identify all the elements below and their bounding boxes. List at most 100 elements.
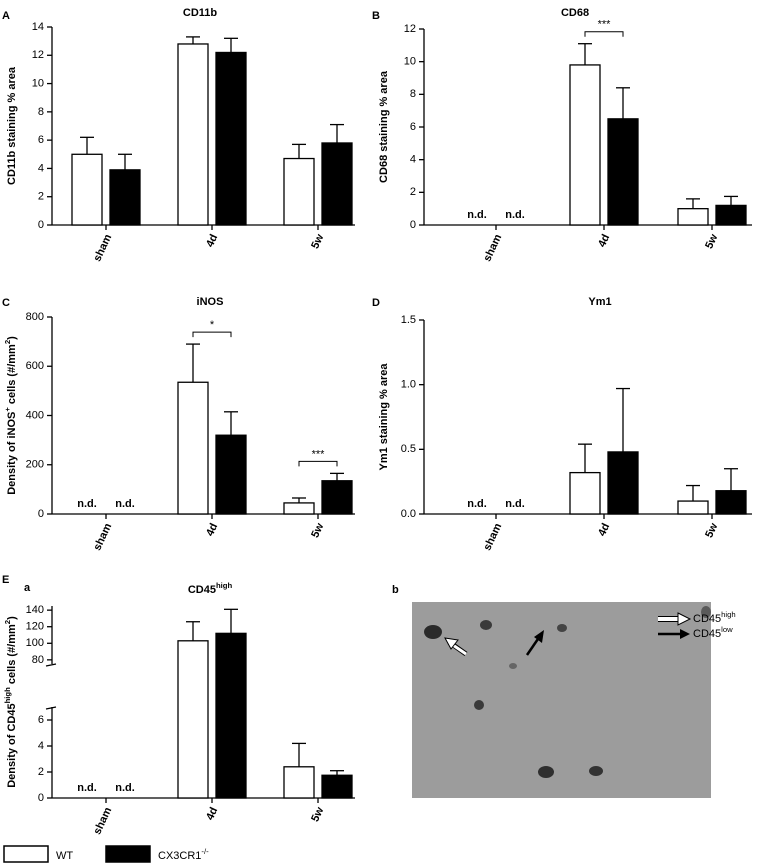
legend-label-part: -/-: [201, 847, 209, 856]
image-legend-label-part: low: [721, 625, 733, 634]
image-legend-label-part: CD45: [693, 613, 721, 625]
significance-bracket: [192, 331, 232, 338]
bar: [283, 766, 315, 799]
legend-arrow-head: [680, 629, 690, 639]
x-tick-label: 5w: [309, 805, 326, 824]
y-tick-label: 100: [26, 637, 44, 649]
subpanel-letter: a: [24, 582, 31, 594]
y-tick-label: 2: [410, 186, 416, 198]
cell: [589, 766, 603, 776]
x-tick-label: 4d: [204, 232, 220, 249]
y-tick-label: 6: [410, 121, 416, 133]
y-tick-label: 600: [26, 360, 44, 372]
bar: [569, 64, 601, 226]
y-axis-label: Ym1 staining % area: [378, 363, 390, 471]
chart-title: CD11b: [183, 7, 218, 19]
chart-title: Ym1: [588, 296, 611, 308]
x-tick-label: sham: [91, 805, 114, 836]
y-tick-label: 4: [38, 740, 44, 752]
y-axis-label-part: ): [6, 336, 18, 340]
panel-letter: B: [372, 10, 380, 22]
y-tick-label: 8: [38, 106, 44, 118]
value-label: n.d.: [505, 209, 525, 221]
cell: [557, 624, 567, 632]
value-label: n.d.: [467, 209, 487, 221]
image-panel: [412, 602, 711, 798]
x-tick-label: 5w: [309, 521, 326, 540]
bar: [715, 204, 747, 226]
y-axis-label-part: high: [3, 687, 12, 704]
bar: [215, 434, 247, 515]
image-legend-label-part: CD45: [693, 628, 721, 640]
image-legend-label: CD45low: [693, 625, 733, 640]
y-tick-label: 10: [404, 56, 416, 68]
chart-title-part: high: [216, 581, 233, 590]
value-label: n.d.: [115, 782, 135, 794]
bar: [677, 208, 709, 226]
y-tick-label: 2: [38, 766, 44, 778]
bar: [321, 774, 353, 799]
cell: [480, 620, 492, 630]
bar: [607, 451, 639, 515]
y-tick-label: 0: [38, 792, 44, 804]
x-tick-label: 5w: [703, 232, 720, 251]
bar: [569, 471, 601, 515]
image-panel-letter: b: [392, 584, 399, 596]
y-tick-label: 2: [38, 191, 44, 203]
axis-break: [45, 663, 57, 667]
bar: [321, 142, 353, 226]
image-legend-label: CD45high: [693, 610, 736, 625]
y-axis-label-part: Density of CD45: [6, 703, 18, 787]
y-axis-label-part: cells (#/mm: [6, 624, 18, 687]
y-tick-label: 8: [410, 88, 416, 100]
axis-break: [45, 706, 57, 710]
y-tick-label: 200: [26, 459, 44, 471]
image-legend-label-part: high: [721, 610, 736, 619]
bar: [177, 640, 209, 799]
panel-letter: D: [372, 297, 380, 309]
y-tick-label: 1.0: [401, 379, 416, 391]
y-axis-label-part: cells (#/mm: [6, 344, 18, 407]
legend-swatch: [3, 845, 49, 863]
bar: [283, 502, 315, 515]
panel-letter: E: [2, 574, 9, 586]
y-axis-label-part: ): [6, 616, 18, 620]
x-tick-label: 4d: [204, 521, 220, 538]
x-tick-label: 4d: [596, 521, 612, 538]
x-tick-label: sham: [91, 521, 114, 552]
legend-label-part: CX3CR1: [158, 850, 201, 862]
y-tick-label: 1.5: [401, 314, 416, 326]
chart-title: CD45high: [188, 581, 233, 596]
cell: [424, 625, 442, 639]
y-tick-label: 800: [26, 311, 44, 323]
y-tick-label: 140: [26, 604, 44, 616]
value-label: n.d.: [115, 498, 135, 510]
significance-bracket: [298, 460, 338, 467]
significance-bracket: [584, 31, 624, 37]
cell: [474, 700, 484, 710]
y-tick-label: 14: [32, 21, 44, 33]
y-tick-label: 4: [38, 162, 44, 174]
significance-label: ***: [598, 19, 612, 31]
y-tick-label: 80: [32, 654, 44, 666]
y-tick-label: 0: [38, 508, 44, 520]
arrow-head: [444, 637, 459, 650]
legend-swatch: [105, 845, 151, 863]
cell: [509, 663, 517, 669]
x-tick-label: 4d: [596, 232, 612, 249]
legend-arrow-head: [677, 612, 692, 626]
bar: [71, 153, 103, 226]
y-axis-label-part: 2: [3, 340, 12, 344]
value-label: n.d.: [505, 498, 525, 510]
bar: [177, 43, 209, 226]
y-tick-label: 6: [38, 134, 44, 146]
y-axis-label: Density of CD45high cells (#/mm2): [3, 616, 18, 788]
y-axis-label: CD68 staining % area: [378, 70, 390, 183]
x-tick-label: 5w: [703, 521, 720, 540]
y-tick-label: 0.5: [401, 443, 416, 455]
y-tick-label: 10: [32, 77, 44, 89]
y-tick-label: 120: [26, 621, 44, 633]
y-tick-label: 0.0: [401, 508, 416, 520]
bar: [715, 490, 747, 515]
x-tick-label: sham: [481, 521, 504, 552]
